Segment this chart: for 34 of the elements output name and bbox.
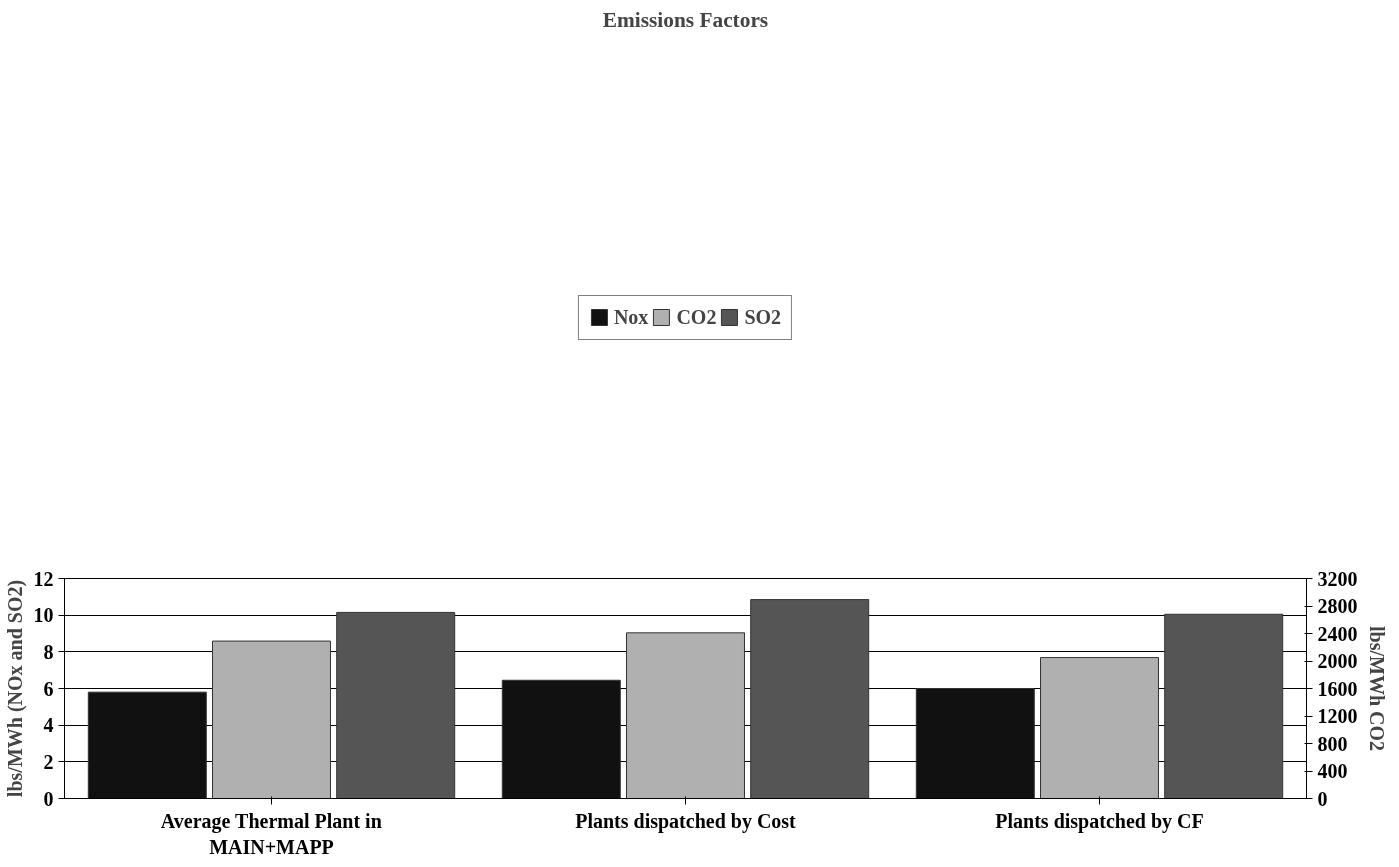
x-tick-label: Plants dispatched by Cost: [575, 809, 797, 833]
legend-label: CO2: [676, 305, 717, 329]
y-tick-label: 2: [43, 750, 54, 773]
y-tick-label: 6: [43, 677, 54, 700]
y2-tick-label: 2400: [1317, 622, 1358, 645]
legend-label: SO2: [744, 305, 782, 329]
bar: [336, 611, 456, 799]
y2-tick-label: 1600: [1317, 677, 1358, 700]
y2-tick-label: 3200: [1317, 567, 1358, 590]
bar: [1040, 657, 1159, 799]
bar: [501, 679, 621, 799]
y2-tick-label: 2000: [1317, 650, 1358, 672]
y-tick-label: 4: [43, 714, 54, 737]
y-tick-label: 10: [33, 604, 54, 627]
y-tick-label: 12: [33, 567, 54, 590]
bar: [87, 691, 207, 799]
chart-title: Emissions Factors: [602, 7, 769, 32]
bar: [1164, 613, 1284, 799]
y-tick-label: 0: [43, 787, 54, 810]
y2-tick-label: 1200: [1317, 705, 1358, 727]
bar: [750, 599, 870, 799]
bar: [915, 688, 1035, 799]
y2-axis-title: lbs/MWh CO2: [1365, 625, 1388, 752]
y-axis-title: lbs/MWh (NOx and SO2): [3, 579, 27, 798]
x-tick-label: Plants dispatched by CF: [995, 809, 1204, 833]
bar: [626, 632, 745, 799]
y2-tick-label: 800: [1317, 732, 1348, 755]
legend-label: Nox: [613, 305, 649, 329]
y2-tick-label: 2800: [1317, 595, 1358, 617]
x-tick-label: Average Thermal Plant in MAIN+MAPP: [160, 809, 382, 858]
y2-tick-label: 400: [1317, 760, 1348, 782]
y-tick-label: 8: [43, 640, 54, 663]
bar: [212, 640, 331, 799]
y2-tick-label: 0: [1317, 787, 1328, 810]
